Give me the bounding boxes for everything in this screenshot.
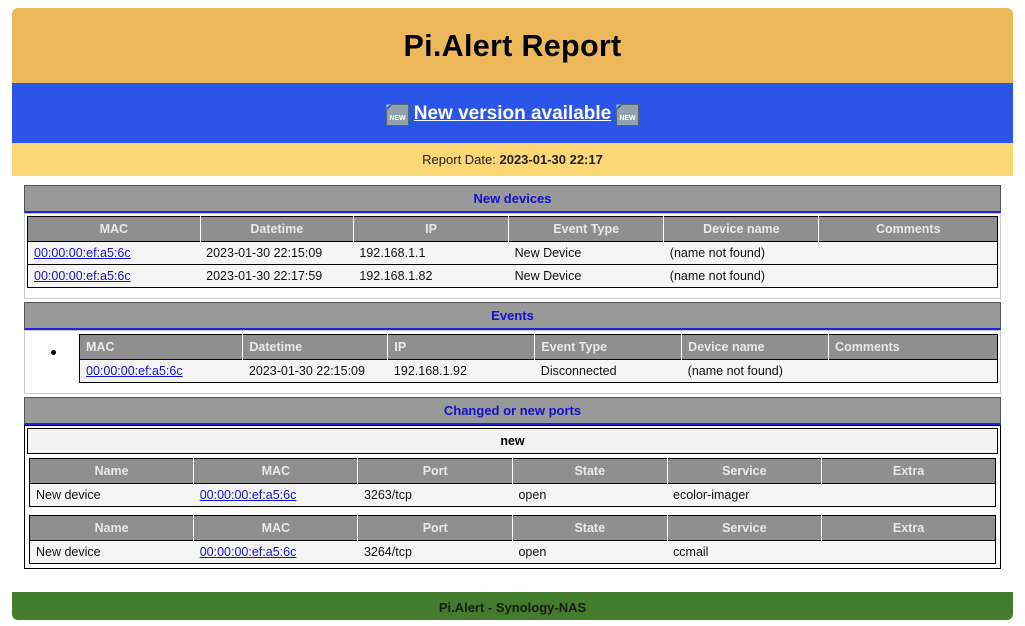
svg-text:NEW: NEW [620, 115, 637, 122]
svg-text:NEW: NEW [389, 115, 406, 122]
